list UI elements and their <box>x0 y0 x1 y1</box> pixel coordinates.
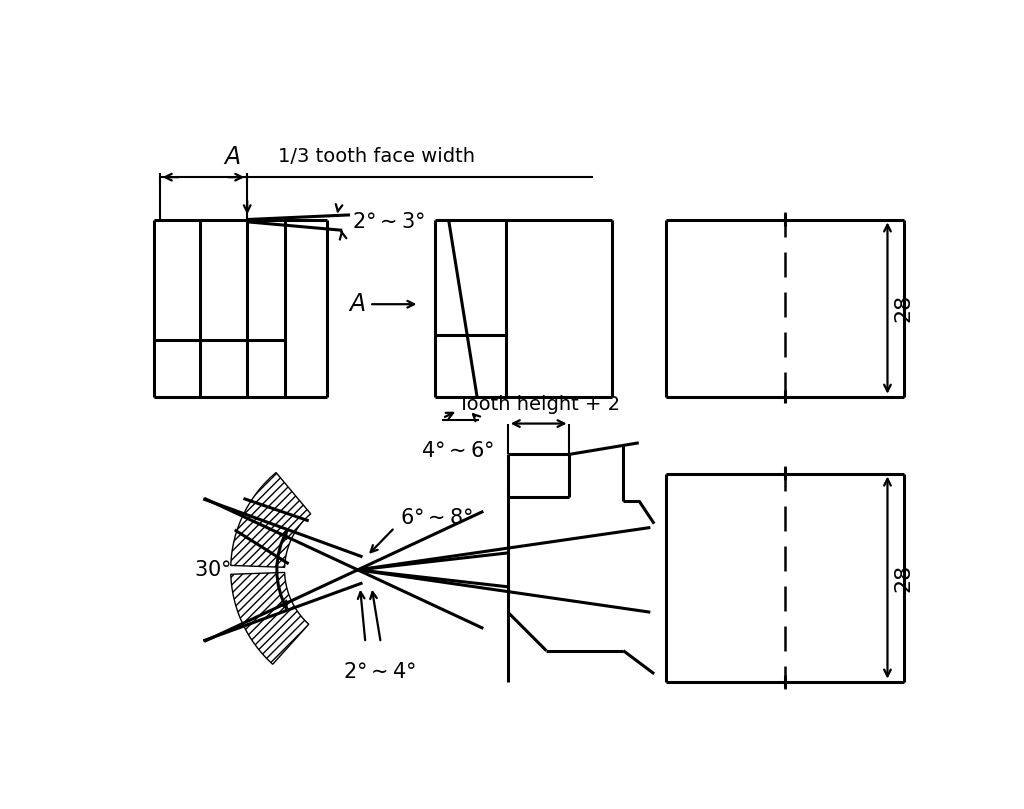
Text: $A$: $A$ <box>347 293 366 316</box>
Text: Tooth height + 2: Tooth height + 2 <box>458 396 620 414</box>
Text: $A$: $A$ <box>222 146 241 169</box>
Text: 28: 28 <box>894 563 913 591</box>
Text: $4°\sim6°$: $4°\sim6°$ <box>421 441 495 461</box>
Text: $6°\sim8°$: $6°\sim8°$ <box>400 507 473 527</box>
Text: $30°$: $30°$ <box>194 560 230 580</box>
Text: $2°\sim4°$: $2°\sim4°$ <box>343 663 416 682</box>
Text: $2°\sim3°$: $2°\sim3°$ <box>352 212 425 232</box>
Text: 28: 28 <box>894 294 913 322</box>
Text: 1/3 tooth face width: 1/3 tooth face width <box>278 147 475 167</box>
